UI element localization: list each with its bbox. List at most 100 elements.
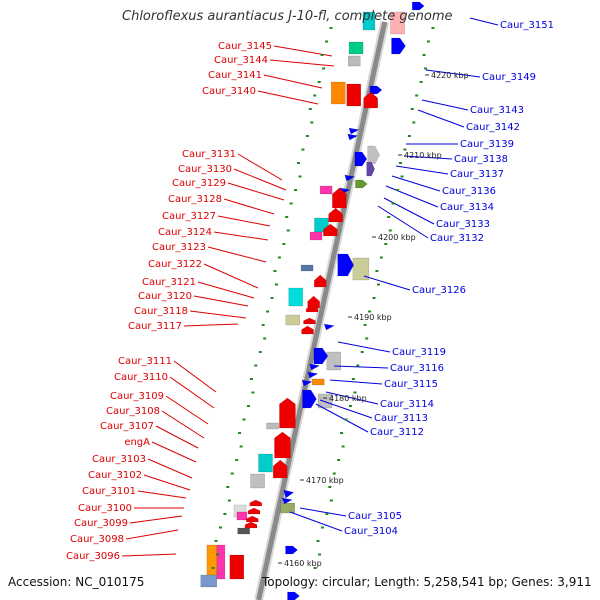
gene-block[interactable] xyxy=(331,81,346,105)
gene-arrow[interactable] xyxy=(279,397,296,429)
gene-label-left[interactable]: Caur_3129 xyxy=(172,178,226,189)
gene-arrow[interactable] xyxy=(274,431,291,459)
gene-arrow[interactable] xyxy=(313,347,329,365)
gene-block[interactable] xyxy=(288,287,303,307)
gene-label-right[interactable]: Caur_3112 xyxy=(370,427,424,438)
gene-label-right[interactable]: Caur_3149 xyxy=(482,72,536,83)
gene-label-right[interactable]: Caur_3113 xyxy=(374,413,428,424)
gene-arrow[interactable] xyxy=(347,133,359,141)
gene-arrow[interactable] xyxy=(344,174,356,182)
gene-label-left[interactable]: Caur_3110 xyxy=(114,372,168,383)
gene-arrow[interactable] xyxy=(303,317,316,325)
gene-label-right[interactable]: Caur_3143 xyxy=(470,105,524,116)
gene-label-right[interactable]: Caur_3134 xyxy=(440,202,494,213)
gene-label-left[interactable]: Caur_3123 xyxy=(152,242,206,253)
gene-block[interactable] xyxy=(317,393,333,409)
gene-label-right[interactable]: Caur_3142 xyxy=(466,122,520,133)
gene-label-right[interactable]: Caur_3126 xyxy=(412,285,466,296)
gene-label-right[interactable]: Caur_3151 xyxy=(500,20,554,31)
gene-label-left[interactable]: Caur_3130 xyxy=(178,164,232,175)
gene-block[interactable] xyxy=(319,185,333,195)
gene-arrow[interactable] xyxy=(366,161,375,177)
gene-block[interactable] xyxy=(309,231,323,241)
gene-label-left[interactable]: Caur_3122 xyxy=(148,259,202,270)
gene-block[interactable] xyxy=(236,511,248,521)
gene-arrow[interactable] xyxy=(246,515,259,523)
gene-label-left[interactable]: Caur_3100 xyxy=(78,503,132,514)
gene-block[interactable] xyxy=(362,11,376,31)
gene-label-right[interactable]: Caur_3137 xyxy=(450,169,504,180)
gene-block[interactable] xyxy=(216,544,226,580)
gene-label-left[interactable]: Caur_3118 xyxy=(134,306,188,317)
gene-block[interactable] xyxy=(280,502,295,514)
gene-label-left[interactable]: Caur_3102 xyxy=(88,470,142,481)
gene-block[interactable] xyxy=(352,257,370,281)
gene-label-left[interactable]: Caur_3111 xyxy=(118,356,172,367)
gene-label-left[interactable]: Caur_3108 xyxy=(106,406,160,417)
gene-label-left[interactable]: Caur_3107 xyxy=(100,421,154,432)
gene-label-right[interactable]: Caur_3105 xyxy=(348,511,402,522)
gene-label-right[interactable]: Caur_3104 xyxy=(344,526,398,537)
gene-label-right[interactable]: Caur_3114 xyxy=(380,399,434,410)
gene-arrow[interactable] xyxy=(283,489,295,499)
gene-label-left[interactable]: Caur_3109 xyxy=(110,391,164,402)
gene-arrow[interactable] xyxy=(285,545,298,555)
gene-label-right[interactable]: Caur_3133 xyxy=(436,219,490,230)
gene-arrow[interactable] xyxy=(323,223,338,237)
gene-block[interactable] xyxy=(200,574,218,588)
gene-label-left[interactable]: Caur_3131 xyxy=(182,149,236,160)
gene-block[interactable] xyxy=(326,351,342,371)
gene-block[interactable] xyxy=(285,314,300,326)
gene-block[interactable] xyxy=(300,264,314,272)
gene-arrow[interactable] xyxy=(247,507,261,515)
gene-block[interactable] xyxy=(229,554,245,580)
gene-arrow[interactable] xyxy=(307,295,320,309)
gene-label-right[interactable]: Caur_3115 xyxy=(384,379,438,390)
gene-arrow[interactable] xyxy=(337,253,355,277)
gene-arrow[interactable] xyxy=(411,1,425,11)
gene-arrow[interactable] xyxy=(363,91,378,109)
gene-arrow[interactable] xyxy=(323,323,335,331)
gene-block[interactable] xyxy=(390,11,405,35)
gene-label-right[interactable]: Caur_3139 xyxy=(460,139,514,150)
gene-block[interactable] xyxy=(250,473,265,489)
gene-label-left[interactable]: Caur_3103 xyxy=(92,454,146,465)
gene-arrow[interactable] xyxy=(355,179,368,189)
gene-arrow[interactable] xyxy=(313,274,327,288)
gene-arrow[interactable] xyxy=(272,459,288,479)
gene-arrow[interactable] xyxy=(348,127,360,135)
gene-arrow[interactable] xyxy=(305,305,319,313)
gene-label-left[interactable]: Caur_3124 xyxy=(158,227,212,238)
gene-label-left[interactable]: Caur_3141 xyxy=(208,70,262,81)
gene-label-right[interactable]: Caur_3116 xyxy=(390,363,444,374)
gene-label-left[interactable]: Caur_3127 xyxy=(162,211,216,222)
gene-label-left[interactable]: Caur_3120 xyxy=(138,291,192,302)
gene-block[interactable] xyxy=(311,378,325,386)
gene-arrow[interactable] xyxy=(309,363,321,371)
gene-label-left[interactable]: Caur_3101 xyxy=(82,486,136,497)
gene-label-left[interactable]: engA xyxy=(124,437,150,448)
gene-label-left[interactable]: Caur_3099 xyxy=(74,518,128,529)
gene-block[interactable] xyxy=(347,55,361,67)
gene-arrow[interactable] xyxy=(328,207,343,223)
gene-label-right[interactable]: Caur_3136 xyxy=(442,186,496,197)
gene-label-left[interactable]: Caur_3144 xyxy=(214,55,268,66)
gene-label-left[interactable]: Caur_3096 xyxy=(66,551,120,562)
gene-arrow[interactable] xyxy=(281,497,293,505)
gene-arrow[interactable] xyxy=(332,187,347,209)
gene-label-left[interactable]: Caur_3140 xyxy=(202,86,256,97)
gene-block[interactable] xyxy=(237,527,250,535)
gene-block[interactable] xyxy=(348,41,364,55)
gene-label-right[interactable]: Caur_3119 xyxy=(392,347,446,358)
gene-label-left[interactable]: Caur_3098 xyxy=(70,534,124,545)
gene-label-left[interactable]: Caur_3128 xyxy=(168,194,222,205)
gene-label-right[interactable]: Caur_3132 xyxy=(430,233,484,244)
gene-arrow[interactable] xyxy=(249,499,263,507)
gene-block[interactable] xyxy=(346,83,362,107)
gene-arrow[interactable] xyxy=(354,151,368,167)
gene-label-left[interactable]: Caur_3145 xyxy=(218,41,272,52)
gene-arrow[interactable] xyxy=(367,145,381,165)
gene-arrow[interactable] xyxy=(391,37,406,55)
gene-block[interactable] xyxy=(258,453,273,473)
gene-arrow[interactable] xyxy=(301,379,313,387)
